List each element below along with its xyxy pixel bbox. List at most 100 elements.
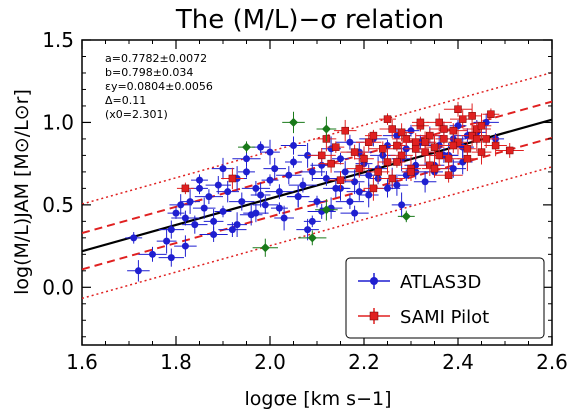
data-point	[379, 113, 396, 125]
marker-square	[369, 184, 378, 193]
data-point	[303, 215, 321, 228]
data-point	[238, 166, 255, 178]
marker-square	[350, 148, 359, 156]
marker-circle	[341, 168, 349, 176]
marker-square	[426, 131, 434, 140]
data-point	[385, 174, 409, 196]
marker-circle	[200, 204, 208, 212]
marker-circle	[210, 231, 218, 239]
marker-circle	[318, 161, 326, 169]
data-point	[176, 182, 194, 195]
data-point	[358, 182, 379, 208]
data-point	[471, 113, 492, 139]
marker-square	[444, 154, 453, 163]
data-point	[391, 192, 412, 218]
data-point	[265, 184, 294, 200]
data-point	[363, 176, 384, 201]
fit-parameters: a=0.7782±0.0072 b=0.798±0.034 εy=0.0804±…	[105, 52, 213, 121]
marker-square	[440, 135, 448, 143]
fit-param-delta: Δ=0.11	[105, 94, 146, 107]
data-point	[443, 101, 473, 117]
data-point	[158, 248, 184, 267]
marker-circle	[365, 171, 373, 179]
marker-circle	[313, 198, 321, 206]
marker-circle	[134, 267, 142, 275]
data-point	[319, 197, 343, 219]
marker-circle	[271, 165, 279, 173]
marker-circle	[351, 209, 359, 217]
data-point	[191, 174, 208, 186]
data-point	[194, 189, 223, 205]
data-point	[156, 228, 177, 254]
data-point	[241, 180, 270, 196]
marker-square	[397, 128, 406, 137]
fit-param-x0: (x0=2.301)	[105, 108, 168, 121]
marker-square	[477, 121, 486, 130]
marker-square	[317, 151, 326, 160]
marker-square	[449, 141, 458, 150]
legend-marker-sami	[369, 311, 379, 321]
marker-circle	[205, 193, 213, 201]
marker-circle	[280, 214, 288, 222]
data-point	[462, 103, 482, 129]
marker-square	[421, 138, 429, 146]
x-tick-label: 2.0	[254, 350, 286, 374]
marker-square	[463, 154, 472, 163]
data-point	[167, 207, 185, 219]
marker-circle	[393, 181, 401, 189]
data-point	[282, 111, 305, 134]
marker-square	[341, 126, 349, 135]
marker-square	[444, 171, 453, 179]
data-point	[457, 146, 478, 172]
fit-line-outer-upper	[82, 71, 552, 205]
data-point	[333, 161, 357, 183]
data-point	[232, 151, 261, 167]
data-point	[274, 205, 294, 231]
axis-ticks: 1.6 1.8 2.0 2.2 2.4 2.6 0.0 0.5 1.0 1.5	[42, 28, 568, 374]
y-axis-label: log(M/L)JAM [M⊙/L⊙r]	[11, 89, 33, 295]
marker-diamond	[307, 233, 317, 243]
data-point	[180, 189, 200, 214]
data-point	[318, 154, 344, 173]
marker-circle	[196, 176, 203, 184]
data-point	[429, 121, 458, 137]
marker-circle	[163, 237, 171, 245]
legend-label-atlas: ATLAS3D	[400, 272, 481, 293]
marker-square	[393, 158, 401, 166]
data-point	[182, 215, 208, 234]
data-point	[214, 205, 232, 218]
marker-diamond	[260, 243, 270, 253]
legend-box	[345, 257, 545, 339]
marker-diamond	[321, 205, 331, 215]
marker-circle	[421, 178, 429, 186]
data-point	[327, 141, 345, 153]
marker-circle	[275, 204, 283, 212]
marker-square	[435, 151, 443, 160]
marker-circle	[219, 207, 227, 215]
marker-square	[487, 110, 495, 118]
fit-param-a: a=0.7782±0.0072	[105, 52, 207, 65]
data-point	[227, 212, 247, 238]
data-point	[390, 144, 413, 167]
data-point	[299, 162, 325, 181]
marker-square	[477, 148, 486, 156]
marker-circle	[181, 214, 189, 222]
data-point	[158, 220, 184, 239]
data-point	[388, 123, 415, 142]
data-point	[221, 167, 244, 190]
data-point	[316, 116, 337, 142]
fit-line-1sigma-lower	[82, 136, 552, 271]
marker-circle	[346, 198, 354, 206]
data-point	[404, 138, 427, 160]
marker-square	[355, 164, 364, 173]
data-point	[368, 141, 397, 157]
data-point	[315, 199, 338, 221]
data-point	[211, 157, 235, 180]
marker-square	[416, 118, 425, 127]
data-point	[250, 182, 271, 208]
data-point	[276, 166, 302, 185]
data-point	[484, 134, 507, 157]
data-point	[388, 139, 406, 152]
chart-title: The (M/L)−σ relation	[175, 5, 444, 35]
marker-circle	[275, 188, 283, 196]
